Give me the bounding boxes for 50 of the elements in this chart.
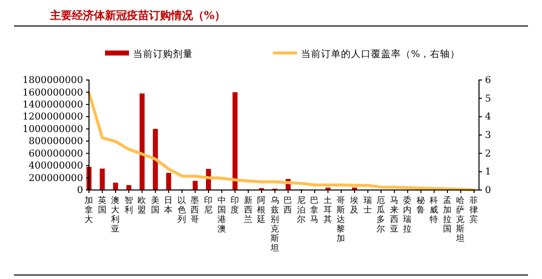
y-tick-label: 1200000000 (22, 112, 83, 123)
y-tick-label: 800000000 (28, 136, 83, 148)
y-tick-label: 600000000 (28, 148, 83, 160)
x-tick-label: 厄瓜多尔 (376, 196, 386, 234)
x-tick-label: 阿根廷 (256, 196, 266, 225)
y-tick-label: 0 (76, 185, 83, 196)
y-tick-label: 400000000 (28, 160, 83, 172)
chart-title: 主要经济体新冠疫苗订购情况（%） (49, 9, 226, 22)
y2-tick-label: 3 (485, 130, 492, 142)
y-tick-label: 1000000000 (22, 124, 83, 135)
y2-tick-label: 1 (485, 166, 492, 178)
x-tick-label: 孟加拉国 (442, 195, 452, 234)
x-tick-label: 美国 (150, 195, 160, 216)
y-tick-label: 200000000 (28, 172, 83, 184)
legend-label: 当前订购剂量 (133, 48, 193, 60)
x-tick-label: 以色列 (177, 195, 186, 225)
x-tick-label: 尼泊尔 (296, 195, 306, 225)
x-tick-label: 中国港澳 (217, 195, 226, 234)
y2-tick-label: 2 (485, 148, 492, 160)
y2-tick-label: 5 (485, 93, 492, 104)
x-tick-label: 科威特 (430, 195, 439, 225)
y-tick-label: 1400000000 (22, 99, 83, 110)
y-tick-label: 1800000000 (22, 75, 83, 86)
x-tick-label: 瑞士 (363, 195, 372, 216)
x-tick-label: 巴拿马 (310, 196, 320, 225)
y2-tick-label: 0 (485, 185, 492, 196)
x-tick-label: 印尼 (204, 195, 213, 216)
x-tick-label: 英国 (98, 195, 107, 216)
x-tick-label: 土耳其 (323, 195, 332, 225)
legend-label: 当前订单的人口覆盖率（%，右轴） (301, 48, 460, 60)
x-tick-label: 乌兹别克斯坦 (269, 195, 280, 254)
x-tick-label: 埃及 (349, 195, 360, 216)
y2-tick-label: 6 (485, 75, 492, 86)
x-tick-label: 墨西哥 (190, 195, 200, 225)
x-tick-label: 哈萨克斯坦 (455, 195, 466, 244)
x-tick-label: 澳大利亚 (111, 195, 120, 234)
x-tick-label: 印度 (230, 195, 240, 216)
x-tick-label: 日本 (164, 196, 174, 216)
y2-tick-label: 4 (485, 112, 492, 123)
x-tick-label: 委内瑞拉 (403, 195, 412, 234)
x-tick-label: 新西兰 (244, 195, 253, 225)
x-tick-label: 欧盟 (138, 195, 147, 216)
y-tick-label: 1600000000 (22, 87, 83, 98)
x-tick-label: 智利 (124, 195, 134, 216)
x-tick-label: 加拿大 (84, 195, 94, 225)
x-tick-label: 巴西 (284, 196, 293, 216)
x-tick-label: 马来西亚 (390, 196, 399, 234)
x-tick-label: 哥斯达黎加 (336, 196, 346, 244)
x-tick-label: 秘鲁 (416, 195, 426, 216)
x-tick-label: 菲律宾 (470, 195, 478, 225)
